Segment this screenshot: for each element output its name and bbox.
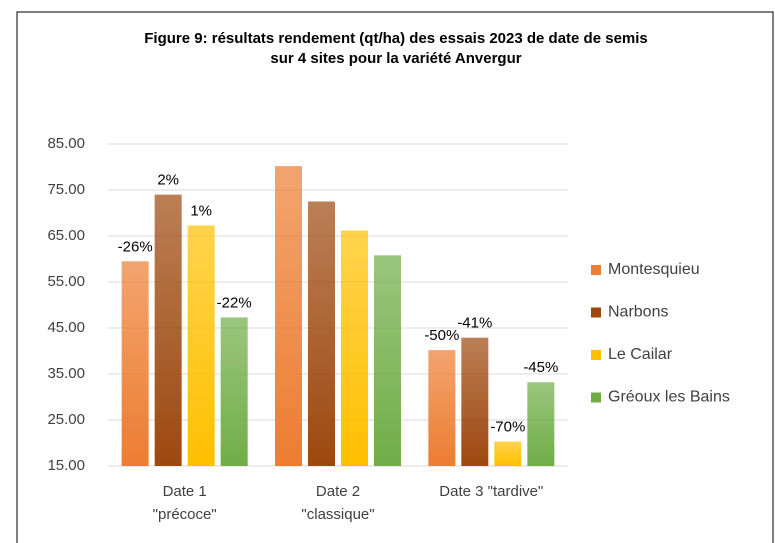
bar	[527, 382, 555, 466]
y-tick-label: 65.00	[47, 227, 85, 244]
legend-swatch	[591, 350, 601, 360]
legend-label: Le Cailar	[608, 346, 673, 363]
y-tick-label: 75.00	[47, 181, 85, 198]
bar	[461, 337, 489, 466]
y-tick-label: 85.00	[47, 135, 85, 152]
bar	[220, 317, 248, 466]
y-tick-label: 25.00	[47, 411, 85, 428]
data-label: -41%	[457, 315, 492, 332]
data-label: 1%	[190, 202, 212, 219]
y-tick-label: 55.00	[47, 273, 85, 290]
y-tick-label: 45.00	[47, 319, 85, 336]
x-tick-label: "classique"	[301, 506, 374, 523]
y-tick-label: 15.00	[47, 457, 85, 474]
data-label: -22%	[217, 294, 252, 311]
chart-title: sur 4 sites pour la variété Anvergur	[270, 50, 521, 67]
data-label: -70%	[490, 419, 525, 436]
data-label: -50%	[424, 327, 459, 344]
chart-border	[16, 11, 774, 543]
bar	[275, 166, 302, 466]
data-label: 2%	[157, 172, 179, 189]
data-label: -26%	[118, 238, 153, 255]
bar	[341, 230, 368, 466]
x-tick-label: Date 1	[163, 483, 207, 500]
x-tick-label: Date 2	[316, 483, 360, 500]
bar	[428, 350, 456, 466]
bar	[308, 201, 335, 466]
legend-swatch	[591, 307, 601, 318]
bar	[154, 194, 182, 466]
bar	[374, 255, 401, 466]
legend-label: Narbons	[608, 304, 668, 321]
bar	[187, 225, 215, 466]
data-label: -45%	[523, 359, 558, 376]
bar	[121, 261, 149, 466]
x-tick-label: "précoce"	[153, 506, 217, 523]
y-tick-label: 35.00	[47, 365, 85, 382]
x-tick-label: Date 3 "tardive"	[439, 483, 543, 500]
legend-label: Montesquieu	[608, 261, 700, 278]
legend-label: Gréoux les Bains	[608, 389, 730, 406]
legend-swatch	[591, 392, 601, 403]
legend-swatch	[591, 265, 601, 275]
bar	[494, 441, 522, 466]
chart-title: Figure 9: résultats rendement (qt/ha) de…	[144, 30, 648, 47]
